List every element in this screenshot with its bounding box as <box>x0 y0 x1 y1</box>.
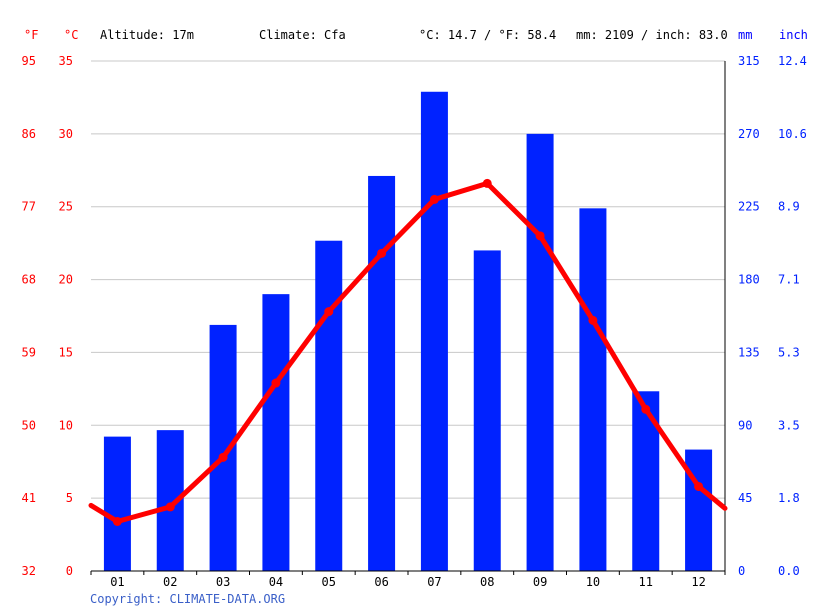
month-tick-label: 01 <box>110 575 124 589</box>
fahrenheit-tick-label: 95 <box>22 54 36 68</box>
precipitation-bar <box>473 250 501 571</box>
precipitation-bar <box>315 240 343 571</box>
temperature-average-label: °C: 14.7 / °F: 58.4 <box>419 28 557 42</box>
temperature-point <box>165 502 175 512</box>
month-tick-label: 10 <box>586 575 600 589</box>
celsius-tick-label: 35 <box>59 54 73 68</box>
mm-tick-label: 90 <box>738 418 752 432</box>
celsius-tick-label: 5 <box>66 491 73 505</box>
fahrenheit-unit-label: °F <box>24 28 39 42</box>
temperature-point <box>588 315 598 325</box>
mm-tick-label: 225 <box>738 200 760 214</box>
inch-tick-label: 0.0 <box>778 564 800 578</box>
celsius-unit-label: °C <box>64 28 79 42</box>
temperature-point <box>377 248 387 258</box>
climate-label: Climate: Cfa <box>259 28 346 42</box>
inch-tick-label: 5.3 <box>778 345 800 359</box>
temperature-point <box>482 178 492 188</box>
fahrenheit-tick-label: 77 <box>22 200 36 214</box>
month-tick-label: 09 <box>533 575 547 589</box>
fahrenheit-tick-label: 50 <box>22 418 36 432</box>
precipitation-bar <box>103 436 131 571</box>
precipitation-bar <box>632 391 660 571</box>
month-tick-label: 11 <box>639 575 653 589</box>
temperature-point <box>694 481 704 491</box>
fahrenheit-tick-label: 32 <box>22 564 36 578</box>
temperature-line <box>88 180 728 524</box>
inch-unit-label: inch <box>779 28 808 42</box>
precipitation-total-label: mm: 2109 / inch: 83.0 <box>576 28 728 42</box>
precipitation-bar <box>368 175 396 571</box>
month-tick-label: 07 <box>427 575 441 589</box>
precipitation-bar <box>685 449 713 571</box>
precipitation-bar <box>526 133 554 571</box>
temperature-point <box>429 194 439 204</box>
temperature-point <box>324 307 334 317</box>
inch-tick-label: 12.4 <box>778 54 807 68</box>
altitude-label: Altitude: 17m <box>100 28 194 42</box>
month-tick-label: 04 <box>269 575 283 589</box>
mm-tick-label: 135 <box>738 345 760 359</box>
mm-tick-label: 45 <box>738 491 752 505</box>
inch-tick-label: 8.9 <box>778 200 800 214</box>
temperature-point <box>271 378 281 388</box>
mm-tick-label: 0 <box>738 564 745 578</box>
temperature-point <box>641 404 651 414</box>
temperature-point <box>112 516 122 526</box>
month-tick-label: 03 <box>216 575 230 589</box>
mm-tick-label: 180 <box>738 273 760 287</box>
fahrenheit-tick-label: 86 <box>22 127 36 141</box>
month-tick-label: 12 <box>691 575 705 589</box>
inch-tick-label: 10.6 <box>778 127 807 141</box>
copyright-link[interactable]: Copyright: CLIMATE-DATA.ORG <box>90 592 286 606</box>
celsius-tick-label: 0 <box>66 564 73 578</box>
fahrenheit-tick-label: 68 <box>22 273 36 287</box>
inch-tick-label: 3.5 <box>778 418 800 432</box>
month-tick-label: 06 <box>374 575 388 589</box>
mm-tick-label: 270 <box>738 127 760 141</box>
mm-unit-label: mm <box>738 28 753 42</box>
celsius-tick-label: 10 <box>59 418 73 432</box>
precipitation-bar <box>420 91 448 571</box>
mm-tick-label: 315 <box>738 54 760 68</box>
celsius-tick-label: 30 <box>59 127 73 141</box>
precipitation-bar <box>579 208 607 572</box>
inch-tick-label: 7.1 <box>778 273 800 287</box>
month-tick-label: 08 <box>480 575 494 589</box>
temperature-point <box>218 452 228 462</box>
fahrenheit-tick-label: 59 <box>22 345 36 359</box>
inch-tick-label: 1.8 <box>778 491 800 505</box>
month-tick-label: 05 <box>322 575 336 589</box>
temperature-point <box>535 231 545 241</box>
month-tick-label: 02 <box>163 575 177 589</box>
fahrenheit-tick-label: 41 <box>22 491 36 505</box>
climate-chart: 0 32 0 0.0 5 41 45 1.8 10 50 90 3.5 15 59 135 5.3 20 68 18… <box>22 54 807 589</box>
precipitation-bar <box>262 294 290 571</box>
celsius-tick-label: 15 <box>59 345 73 359</box>
celsius-tick-label: 25 <box>59 200 73 214</box>
celsius-tick-label: 20 <box>59 273 73 287</box>
